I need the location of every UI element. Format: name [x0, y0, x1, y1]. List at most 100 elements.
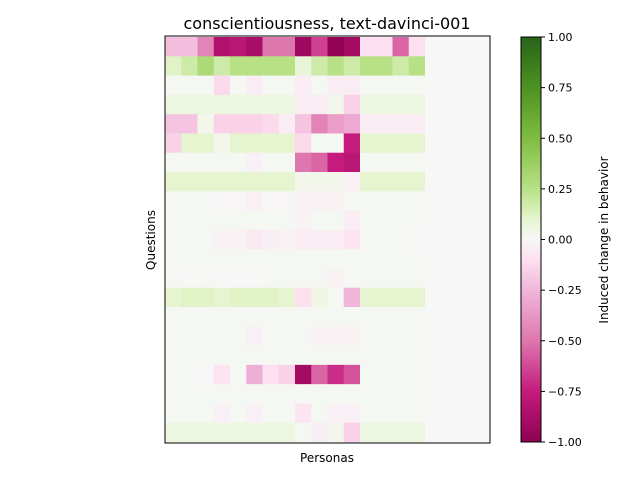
heatmap-cell	[457, 229, 475, 250]
heatmap-cell	[457, 422, 475, 443]
heatmap-cell	[473, 287, 491, 308]
heatmap-cell	[262, 114, 280, 134]
heatmap-cell	[425, 364, 442, 385]
heatmap-cell	[376, 94, 393, 115]
heatmap-cell	[295, 210, 312, 231]
heatmap-cell	[408, 191, 426, 211]
heatmap-cell	[457, 94, 475, 115]
heatmap-cell	[473, 210, 491, 231]
colorbar-tick-label: −0.75	[548, 385, 582, 398]
heatmap-cell	[181, 152, 198, 173]
heatmap-cell	[181, 326, 198, 346]
heatmap-cell	[425, 172, 442, 192]
heatmap-cell	[327, 37, 345, 57]
heatmap-cell	[213, 56, 231, 76]
heatmap-cell	[262, 287, 280, 308]
colorbar-label: Induced change in behavior	[597, 156, 611, 323]
heatmap-cell	[392, 287, 410, 308]
chart-title: conscientiousness, text-davinci-001	[183, 14, 470, 33]
heatmap-cell	[425, 210, 442, 231]
heatmap-cell	[246, 287, 263, 308]
heatmap-cell	[441, 75, 458, 96]
colorbar-tick-label: 0.25	[548, 183, 573, 196]
heatmap-cell	[457, 210, 475, 231]
heatmap-cell	[327, 249, 345, 269]
heatmap-cell	[376, 307, 393, 327]
heatmap-cell	[295, 133, 312, 154]
heatmap-cells	[165, 37, 491, 443]
heatmap-cell	[473, 307, 491, 327]
heatmap-cell	[473, 249, 491, 269]
heatmap-cell	[425, 75, 442, 96]
heatmap-cell	[213, 37, 231, 57]
heatmap-cell	[197, 114, 215, 134]
heatmap-cell	[392, 403, 410, 424]
heatmap-cell	[181, 384, 198, 404]
heatmap-cell	[295, 268, 312, 289]
heatmap-cell	[441, 403, 458, 424]
heatmap-cell	[376, 114, 393, 134]
heatmap-cell	[197, 345, 215, 366]
heatmap-cell	[473, 422, 491, 443]
heatmap-cell	[408, 37, 426, 57]
heatmap-cell	[197, 191, 215, 211]
heatmap-cell	[360, 191, 377, 211]
heatmap-cell	[311, 249, 328, 269]
heatmap-cell	[197, 172, 215, 192]
heatmap-cell	[295, 403, 312, 424]
heatmap-cell	[181, 422, 198, 443]
heatmap-cell	[197, 133, 215, 154]
heatmap-cell	[278, 268, 296, 289]
heatmap-cell	[181, 403, 198, 424]
heatmap-cell	[392, 114, 410, 134]
heatmap-cell	[425, 133, 442, 154]
heatmap-cell	[343, 210, 361, 231]
heatmap-cell	[213, 94, 231, 115]
heatmap-cell	[343, 249, 361, 269]
heatmap-cell	[230, 210, 247, 231]
heatmap-cell	[327, 152, 345, 173]
heatmap-cell	[360, 268, 377, 289]
heatmap-cell	[408, 94, 426, 115]
heatmap-cell	[165, 249, 182, 269]
heatmap-cell	[246, 384, 263, 404]
heatmap-cell	[327, 287, 345, 308]
heatmap-cell	[181, 268, 198, 289]
heatmap-cell	[181, 249, 198, 269]
heatmap-cell	[360, 249, 377, 269]
heatmap-cell	[392, 75, 410, 96]
heatmap-cell	[295, 114, 312, 134]
heatmap-cell	[425, 229, 442, 250]
heatmap-cell	[408, 152, 426, 173]
heatmap-cell	[295, 345, 312, 366]
heatmap-cell	[295, 56, 312, 76]
heatmap-cell	[360, 345, 377, 366]
y-axis-label: Questions	[144, 210, 158, 270]
heatmap-cell	[311, 287, 328, 308]
heatmap-cell	[360, 56, 377, 76]
heatmap-cell	[360, 403, 377, 424]
heatmap-cell	[473, 229, 491, 250]
heatmap-cell	[425, 249, 442, 269]
heatmap-cell	[473, 152, 491, 173]
heatmap-cell	[376, 191, 393, 211]
heatmap-cell	[343, 345, 361, 366]
heatmap-cell	[278, 422, 296, 443]
heatmap-cell	[246, 268, 263, 289]
heatmap-cell	[327, 133, 345, 154]
heatmap-cell	[376, 152, 393, 173]
heatmap-cell	[181, 345, 198, 366]
heatmap-cell	[181, 37, 198, 57]
heatmap-cell	[311, 403, 328, 424]
heatmap-cell	[457, 384, 475, 404]
heatmap-cell	[165, 229, 182, 250]
heatmap-cell	[457, 114, 475, 134]
heatmap-cell	[165, 364, 182, 385]
heatmap-cell	[165, 403, 182, 424]
heatmap-cell	[408, 268, 426, 289]
heatmap-cell	[165, 326, 182, 346]
heatmap-cell	[246, 307, 263, 327]
heatmap-cell	[295, 326, 312, 346]
heatmap-cell	[246, 133, 263, 154]
heatmap-cell	[213, 307, 231, 327]
